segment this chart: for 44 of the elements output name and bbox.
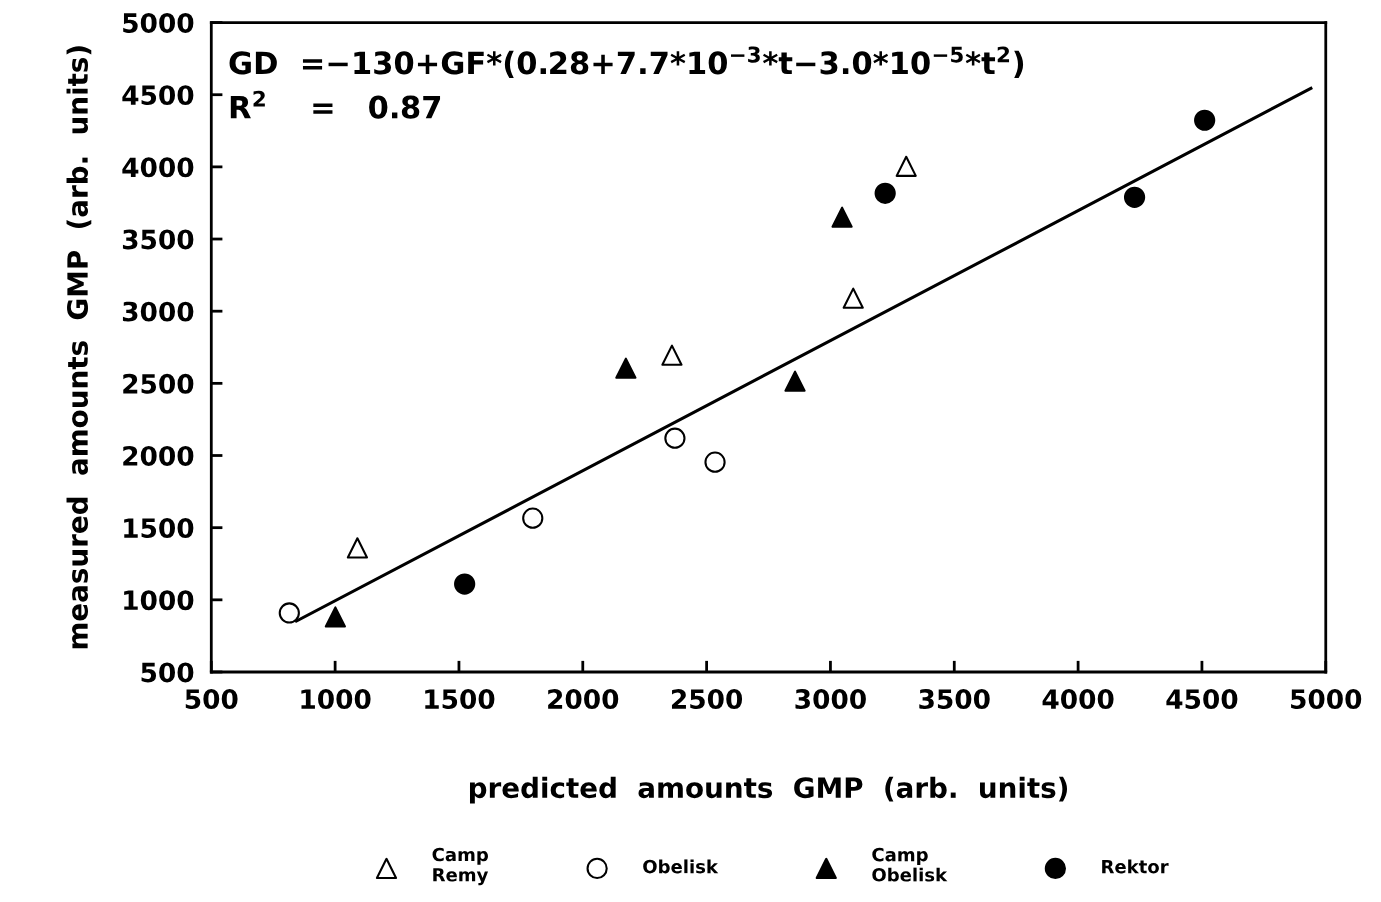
point [346, 537, 369, 559]
legend-label: Rektor [1102, 859, 1169, 874]
legend-label: Camp Obelisk [872, 847, 948, 882]
point [454, 573, 476, 595]
text: R$^{2}$ = 0.87 [230, 90, 441, 119]
point [842, 287, 864, 309]
point [784, 370, 806, 392]
y-tick-label: 1000 [124, 590, 194, 611]
y-tick-label: 2500 [123, 373, 194, 394]
point [324, 606, 346, 628]
legend-label: Camp Remy [432, 847, 489, 886]
y-tick-label: 3000 [122, 301, 194, 322]
point [874, 182, 896, 204]
x-tick-label: 3500 [919, 689, 990, 710]
point [704, 451, 726, 473]
y-tick-label: 5000 [123, 12, 194, 33]
point [278, 602, 300, 624]
x-tick-label: 2500 [671, 689, 743, 710]
point [1194, 109, 1216, 131]
x-tick-label: 4000 [1042, 689, 1114, 710]
x-tick-label: 5000 [1291, 689, 1362, 710]
x-tick-label: 3000 [795, 689, 866, 710]
point [661, 344, 683, 366]
x-tick-label: 2000 [548, 689, 619, 710]
legend-label: Obelisk [643, 859, 719, 874]
y-tick-label: 500 [141, 662, 194, 683]
x-tick-label: 4500 [1166, 689, 1238, 710]
y-tick-label: 3500 [122, 229, 194, 250]
x-tick-label: 1500 [425, 689, 495, 710]
point [664, 427, 686, 449]
x-tick-label: 1000 [301, 689, 371, 710]
point [615, 357, 637, 379]
point [522, 507, 544, 529]
y-tick-label: 2000 [123, 445, 194, 466]
point [831, 206, 853, 228]
point [895, 155, 917, 177]
y-tick-label: 1500 [124, 518, 194, 539]
y-tick-label: 4000 [122, 157, 194, 178]
annotation: GD =−130+GF*(0.28+7.7*10$^{−3}$*t−3.0*10$^{−5}$*t$^{2}$) [229, 46, 1024, 79]
x-axis-title: predicted amounts GMP (arb. units) [469, 776, 1068, 804]
y-tick-label: 4500 [122, 85, 194, 106]
point [1123, 186, 1146, 208]
x-tick-label: 500 [185, 689, 238, 710]
y-axis-title: measured amounts GMP (arb. units) [66, 46, 92, 649]
